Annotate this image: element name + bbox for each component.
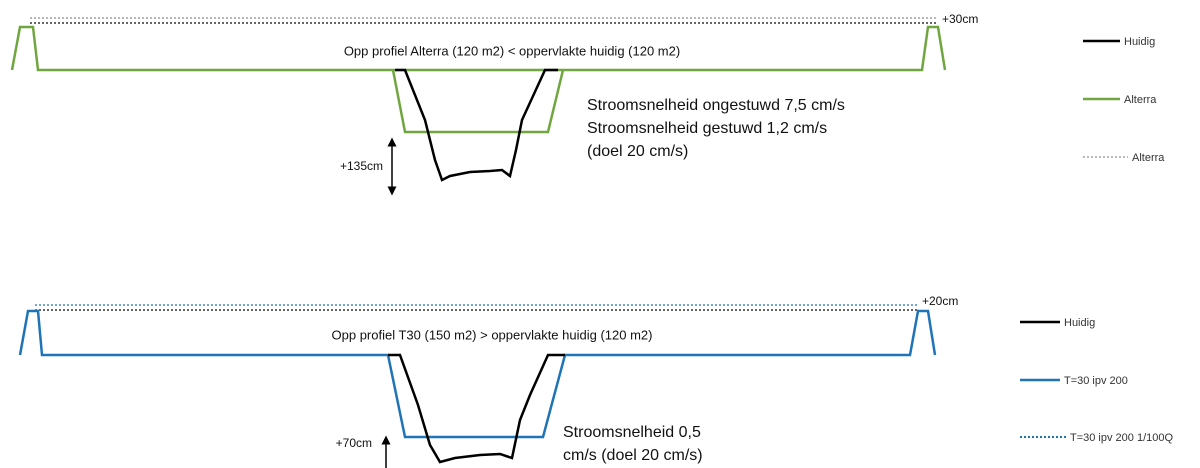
profile-current bbox=[388, 353, 565, 464]
level-label: +30cm bbox=[942, 12, 978, 26]
depth-label: +70cm bbox=[336, 436, 372, 450]
velocity-line: Stroomsnelheid ongestuwd 7,5 cm/s bbox=[587, 97, 845, 114]
depth-label: +135cm bbox=[340, 159, 383, 173]
profile-outer bbox=[10, 25, 947, 72]
velocity-line: cm/s (doel 20 cm/s) bbox=[563, 447, 703, 464]
velocity-line: Stroomsnelheid gestuwd 1,2 cm/s bbox=[587, 120, 827, 137]
profile-channel bbox=[391, 69, 565, 134]
velocity-line: (doel 20 cm/s) bbox=[587, 143, 688, 160]
legend-label: Alterra bbox=[1132, 152, 1165, 164]
velocity-line: Stroomsnelheid 0,5 bbox=[563, 424, 701, 441]
legend-label: T=30 ipv 200 bbox=[1064, 375, 1128, 387]
legend-label: T=30 ipv 200 1/100Q bbox=[1070, 432, 1173, 444]
area-note: Opp profiel Alterra (120 m2) < oppervlak… bbox=[344, 43, 680, 58]
panel-bottom: +20cm Opp profiel T30 (150 m2) > oppervl… bbox=[18, 294, 1173, 468]
profile-outer bbox=[18, 309, 937, 439]
profile-current bbox=[395, 68, 558, 182]
area-note: Opp profiel T30 (150 m2) > oppervlakte h… bbox=[332, 327, 653, 342]
legend-label: Huidig bbox=[1124, 36, 1155, 48]
panel-top: +30cm Opp profiel Alterra (120 m2) < opp… bbox=[10, 12, 1165, 196]
level-label: +20cm bbox=[922, 294, 958, 308]
legend-label: Alterra bbox=[1124, 94, 1157, 106]
legend-label: Huidig bbox=[1064, 317, 1095, 329]
